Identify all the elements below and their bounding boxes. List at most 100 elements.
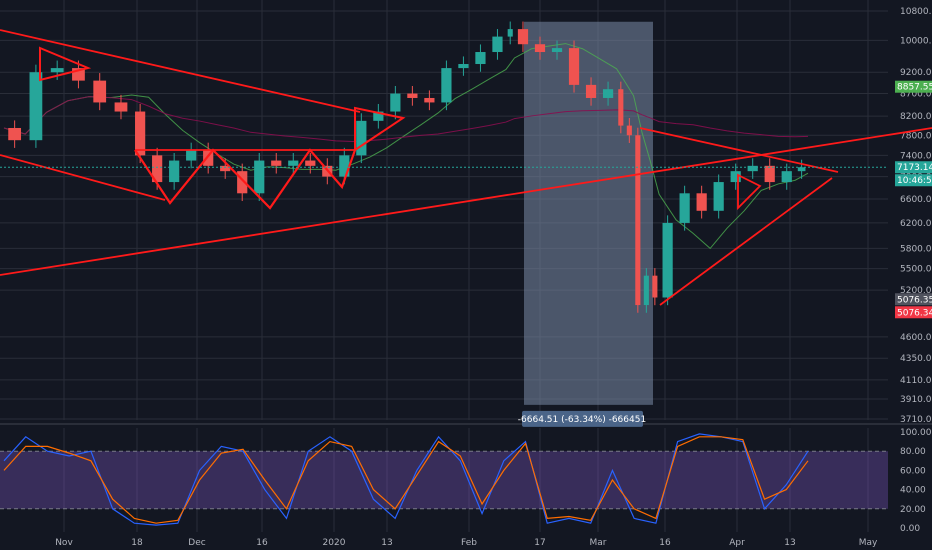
candle-body (626, 125, 632, 136)
candle-body (152, 155, 163, 183)
candle-body (339, 155, 350, 177)
candle-body (186, 150, 197, 161)
price-badge (895, 80, 932, 93)
x-tick-label: Mar (590, 538, 607, 548)
trendline (0, 29, 361, 113)
price-badge (895, 161, 932, 174)
y-tick-label: 4350.00 (900, 354, 932, 364)
candle-body (237, 171, 248, 194)
pattern-flag (39, 46, 92, 82)
y-tick-label: 8700.00 (900, 90, 932, 100)
candle-body (356, 120, 367, 156)
candle-body (534, 44, 546, 53)
price-badge-label: 7173.14 (897, 163, 932, 173)
osc-y-tick-label: 20.00 (900, 505, 926, 515)
y-tick-label: 3710.00 (900, 415, 932, 425)
osc-y-tick-label: 40.00 (900, 486, 926, 496)
candle-body (93, 80, 107, 103)
candle-body (662, 222, 673, 298)
osc-y-tick-label: 100.00 (900, 428, 932, 438)
y-tick-label: 5500.00 (900, 265, 932, 275)
x-tick-label: 16 (659, 538, 671, 548)
candle-body (254, 160, 265, 194)
pattern-head-shoulders (134, 148, 357, 210)
candle-body (730, 171, 741, 183)
y-tick-label: 5800.00 (900, 244, 932, 254)
candle-body (618, 89, 624, 126)
pattern-wedge (354, 106, 406, 152)
candle-body (203, 150, 214, 166)
price-badge (895, 293, 932, 306)
osc-y-tick-label: 0.00 (900, 524, 920, 534)
oscillator-band (0, 451, 888, 509)
candle-body (764, 165, 775, 183)
trendline (639, 127, 839, 173)
x-tick-label: Dec (188, 538, 205, 548)
trendline (0, 127, 932, 276)
candle-body (114, 102, 128, 112)
candle-body (713, 182, 724, 211)
y-tick-label: 5200.00 (900, 286, 932, 296)
x-tick-label: 13 (381, 538, 392, 548)
candle-body (635, 135, 641, 306)
trendline (659, 177, 833, 306)
candle-body (8, 127, 22, 141)
candle-body (271, 160, 282, 166)
y-tick-label: 6200.00 (900, 219, 932, 229)
oscillator-series-line (3, 433, 809, 526)
candle-body (517, 29, 529, 45)
y-tick-label: 4110.00 (900, 376, 932, 386)
candle-body (643, 275, 649, 306)
y-tick-label: 9200.00 (900, 68, 932, 78)
candle-body (781, 171, 792, 183)
candle-body (424, 97, 435, 103)
x-tick-label: May (859, 538, 878, 548)
y-tick-label: 10000.00 (900, 36, 932, 46)
price-badge (895, 174, 932, 187)
candle-body (696, 193, 707, 211)
y-tick-label: 10800.00 (900, 7, 932, 17)
candle-body (50, 68, 64, 73)
measurement-label: -6664.51 (-63.34%) -666451 (518, 415, 646, 425)
candle-body (373, 111, 384, 121)
price-badge (895, 306, 932, 319)
candle-body (551, 48, 563, 53)
pattern-small-flag (737, 173, 762, 211)
candle-body (407, 93, 418, 98)
x-tick-label: 2020 (323, 538, 346, 548)
ma-long-line (3, 96, 809, 143)
candle-body (29, 72, 43, 141)
x-tick-label: 18 (131, 538, 143, 548)
candle-body (390, 93, 401, 112)
candle-body (458, 64, 469, 69)
candle-body (135, 111, 146, 156)
price-badge-label: 8857.55 (897, 83, 932, 93)
y-tick-label: 8200.00 (900, 112, 932, 122)
y-tick-label: 4600.00 (900, 333, 932, 343)
candle-body (507, 29, 513, 37)
candle-body (585, 84, 597, 98)
candle-body (568, 48, 580, 85)
candle-body (747, 165, 758, 172)
x-tick-label: 13 (784, 538, 795, 548)
candle-body (169, 160, 180, 183)
candle-body (475, 52, 486, 65)
y-tick-label: 6600.00 (900, 195, 932, 205)
candle-body (492, 36, 503, 53)
candle-body (220, 165, 231, 172)
y-tick-label: 7400.00 (900, 151, 932, 161)
x-tick-label: Apr (729, 538, 745, 548)
candle-body (652, 275, 658, 298)
y-tick-label: 7800.00 (900, 131, 932, 141)
x-tick-label: 17 (534, 538, 545, 548)
measurement-label-bg (522, 410, 643, 427)
x-tick-label: Nov (55, 538, 73, 548)
price-badge-label: 10:46:58 (897, 176, 932, 186)
x-tick-label: 16 (256, 538, 268, 548)
y-tick-label: 3910.00 (900, 395, 932, 405)
candle-body (797, 167, 806, 172)
price-badge-label: 5076.35 (897, 295, 932, 305)
